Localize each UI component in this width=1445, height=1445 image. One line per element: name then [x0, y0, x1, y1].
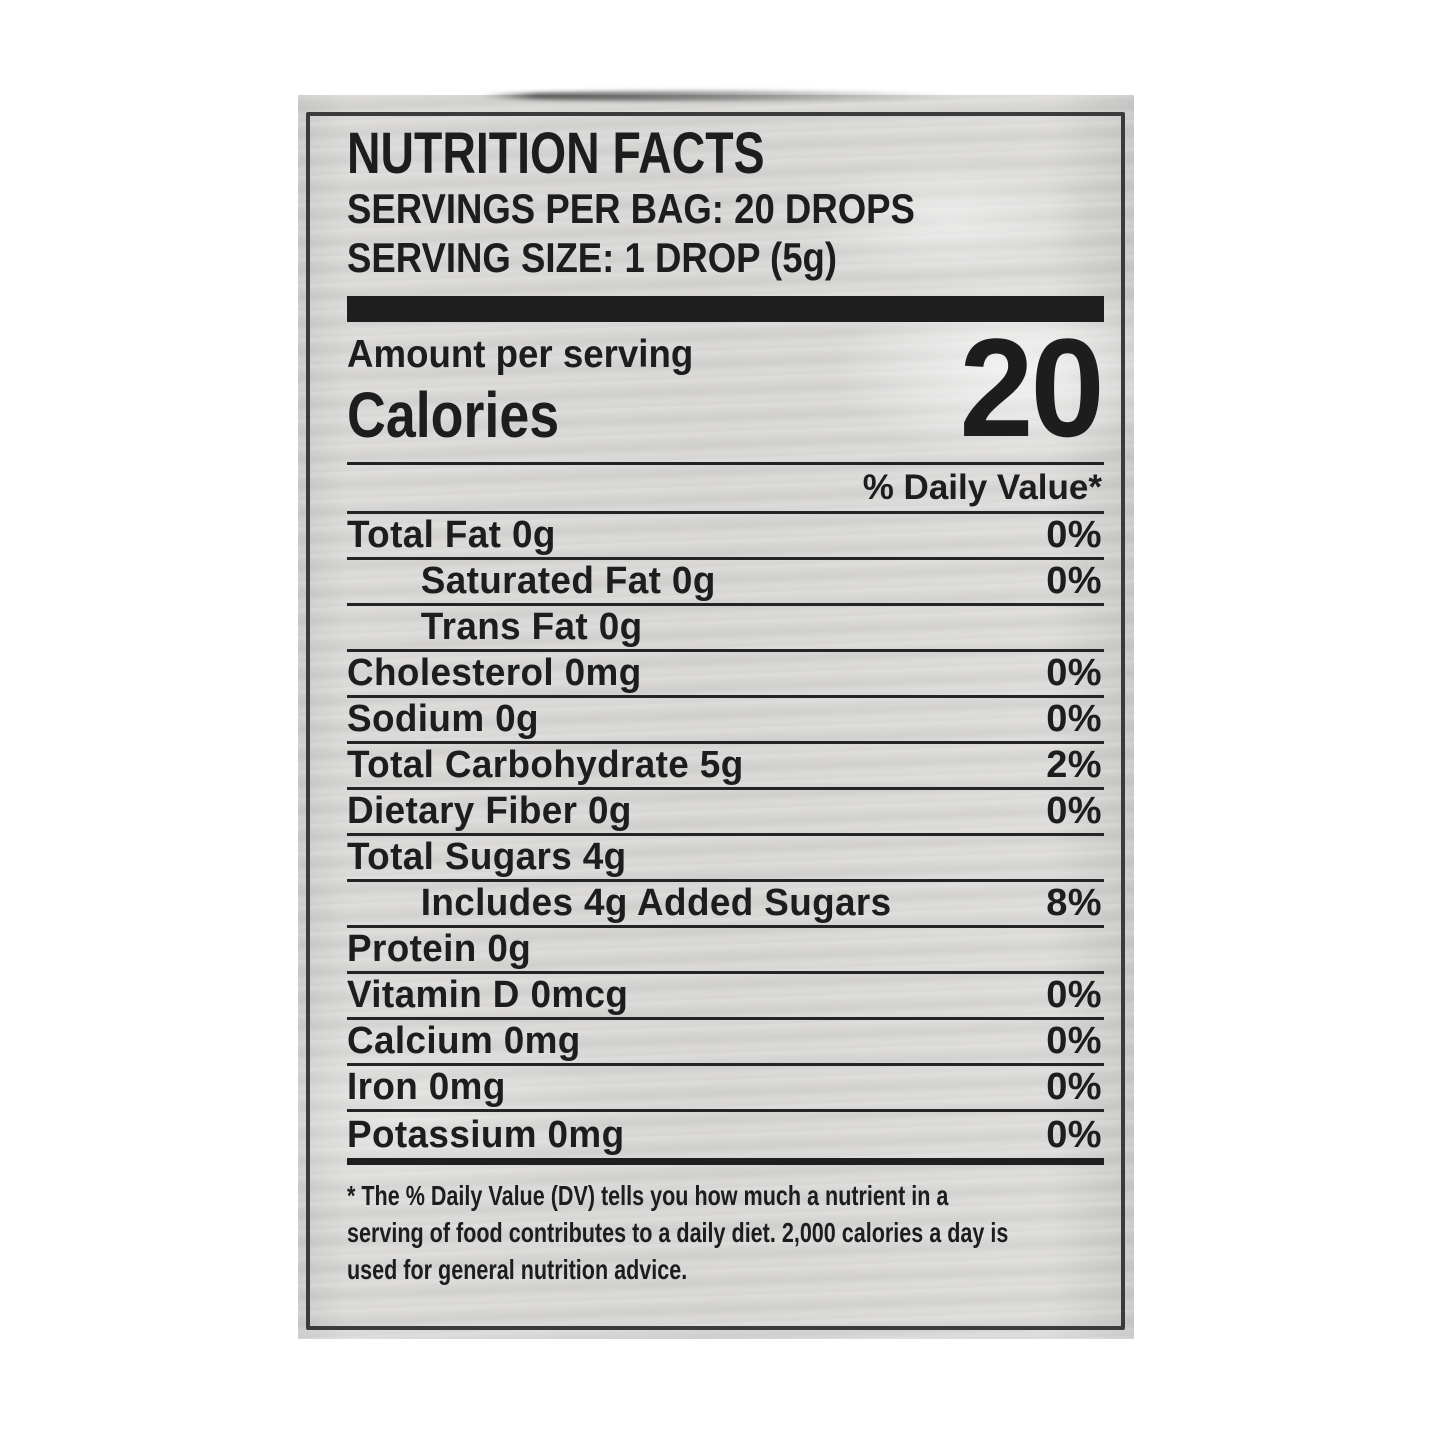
nutrient-label: Cholesterol 0mg: [347, 652, 642, 694]
calories-label: Calories: [347, 379, 560, 451]
calories-rule: [347, 462, 1104, 465]
nutrient-row: Total Sugars 4g: [347, 836, 1104, 882]
serving-size: SERVING SIZE: 1 DROP (5g): [347, 234, 838, 281]
daily-value-header: % Daily Value*: [862, 468, 1102, 507]
nutrient-row: Calcium 0mg 0%: [347, 1020, 1104, 1066]
nutrient-row: Saturated Fat 0g 0%: [347, 560, 1104, 606]
nutrient-row: Dietary Fiber 0g 0%: [347, 790, 1104, 836]
nutrient-rows: Total Fat 0g 0% Saturated Fat 0g 0% Trans Fa…: [347, 511, 1104, 1158]
nutrient-value: 0%: [1046, 1113, 1102, 1156]
bag-fold-shadow: [478, 91, 958, 101]
nutrient-label: Total Sugars 4g: [347, 836, 627, 878]
nutrient-row: Includes 4g Added Sugars 8%: [347, 882, 1104, 928]
footnote: * The % Daily Value (DV) tells you how m…: [347, 1177, 1104, 1288]
nutrient-row: Total Fat 0g 0%: [347, 514, 1104, 560]
nutrient-label: Saturated Fat 0g: [420, 560, 716, 602]
nutrition-panel: NUTRITION FACTS SERVINGS PER BAG: 20 DRO…: [306, 112, 1125, 1330]
nutrient-row: Protein 0g: [347, 928, 1104, 974]
nutrient-label: Dietary Fiber 0g: [347, 790, 632, 832]
nutrient-value: 0%: [1046, 1066, 1102, 1108]
header-divider-bar: [347, 296, 1104, 322]
nutrient-label: Iron 0mg: [347, 1066, 506, 1108]
nutrient-label: Trans Fat 0g: [420, 606, 643, 648]
nutrient-value: 0%: [1046, 974, 1102, 1016]
nutrition-title: NUTRITION FACTS: [347, 121, 765, 186]
nutrient-value: 0%: [1046, 560, 1102, 602]
footnote-line: used for general nutrition advice.: [347, 1254, 688, 1285]
nutrient-value: 0%: [1046, 1020, 1102, 1062]
nutrient-label: Total Fat 0g: [347, 514, 556, 556]
nutrient-row: Vitamin D 0mcg 0%: [347, 974, 1104, 1020]
nutrient-row: Total Carbohydrate 5g 2%: [347, 744, 1104, 790]
nutrient-label: Potassium 0mg: [347, 1113, 625, 1156]
nutrient-value: 0%: [1046, 652, 1102, 694]
nutrient-label: Calcium 0mg: [347, 1020, 581, 1062]
servings-per-bag: SERVINGS PER BAG: 20 DROPS: [347, 185, 915, 232]
nutrient-value: 8%: [1046, 882, 1102, 924]
amount-per-serving: Amount per serving: [347, 333, 694, 376]
footnote-divider: [347, 1158, 1104, 1165]
nutrient-label: Includes 4g Added Sugars: [420, 882, 892, 924]
nutrient-label: Sodium 0g: [347, 698, 539, 740]
footnote-line: serving of food contributes to a daily d…: [347, 1217, 1009, 1248]
nutrient-value: 2%: [1046, 744, 1102, 786]
nutrient-value: 0%: [1046, 514, 1102, 556]
nutrient-label: Protein 0g: [347, 928, 532, 970]
nutrient-value: 0%: [1046, 698, 1102, 740]
nutrient-row: Sodium 0g 0%: [347, 698, 1104, 744]
nutrient-label: Vitamin D 0mcg: [347, 974, 629, 1016]
nutrient-label: Total Carbohydrate 5g: [347, 744, 744, 786]
nutrient-row: Potassium 0mg 0%: [347, 1112, 1104, 1158]
nutrient-row: Trans Fat 0g: [347, 606, 1104, 652]
nutrient-row: Cholesterol 0mg 0%: [347, 652, 1104, 698]
nutrient-row: Iron 0mg 0%: [347, 1066, 1104, 1112]
nutrient-value: 0%: [1046, 790, 1102, 832]
calories-section: Amount per serving Calories 20: [347, 318, 1105, 462]
plastic-bag: NUTRITION FACTS SERVINGS PER BAG: 20 DRO…: [298, 91, 1134, 1339]
footnote-line: * The % Daily Value (DV) tells you how m…: [347, 1180, 949, 1211]
calories-value: 20: [959, 309, 1105, 466]
